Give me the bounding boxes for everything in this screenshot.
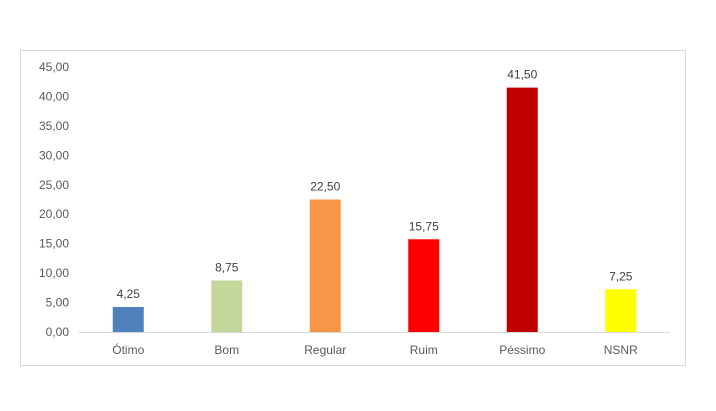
bar-3 (408, 239, 440, 332)
data-label: 41,50 (507, 68, 537, 82)
y-tick-label: 5,00 (46, 296, 70, 310)
x-category-label: Bom (214, 343, 239, 357)
y-tick-label: 15,00 (39, 237, 69, 251)
y-tick-label: 10,00 (39, 266, 69, 280)
bar-2 (309, 199, 341, 332)
bar-4 (506, 87, 538, 332)
data-label: 7,25 (609, 269, 633, 283)
data-label: 8,75 (215, 260, 239, 274)
y-tick-label: 40,00 (39, 89, 69, 103)
y-tick-label: 30,00 (39, 148, 69, 162)
data-label: 4,25 (117, 287, 141, 301)
y-tick-label: 25,00 (39, 178, 69, 192)
y-tick-label: 45,00 (39, 60, 69, 74)
bar-5 (605, 289, 637, 332)
x-category-label: NSNR (604, 343, 638, 357)
y-tick-label: 35,00 (39, 119, 69, 133)
y-tick-label: 20,00 (39, 207, 69, 221)
bar-1 (211, 280, 243, 332)
bar-0 (112, 306, 144, 332)
y-tick-label: 0,00 (46, 325, 70, 339)
data-label: 22,50 (310, 180, 340, 194)
data-label: 15,75 (409, 219, 439, 233)
x-category-label: Ótimo (112, 342, 144, 357)
x-category-label: Regular (304, 343, 346, 357)
x-category-label: Ruim (410, 343, 438, 357)
x-category-label: Péssimo (499, 343, 545, 357)
